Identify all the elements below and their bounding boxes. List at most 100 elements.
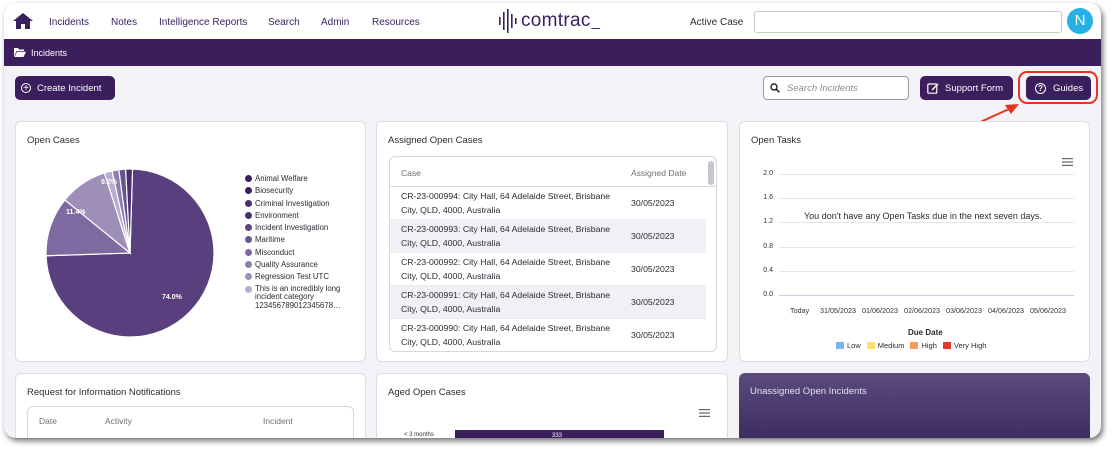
- legend-dot: [245, 187, 252, 195]
- aged-bar-value: 333: [552, 433, 563, 438]
- legend-swatch: [942, 342, 951, 349]
- gridline: [779, 247, 1074, 248]
- legend-label: Incident Investigation: [255, 223, 329, 233]
- slice-label-74: 74.0%: [162, 294, 182, 301]
- plus-circle-icon: +: [21, 83, 31, 94]
- legend-item-high[interactable]: High: [910, 341, 937, 350]
- legend-item[interactable]: Animal Welfare: [245, 174, 350, 186]
- edit-icon: [927, 83, 939, 94]
- table-row[interactable]: CR-23-000991: City Hall, 64 Adelaide Str…: [390, 286, 706, 319]
- legend-item[interactable]: Incident Investigation: [245, 223, 350, 235]
- legend-dot: [245, 248, 252, 256]
- nav-resources[interactable]: Resources: [372, 17, 420, 28]
- legend-label: Quality Assurance: [255, 260, 318, 270]
- support-form-button[interactable]: Support Form: [920, 76, 1013, 100]
- rfi-table-header: Date Activity Incident: [27, 406, 354, 438]
- nav-search[interactable]: Search: [268, 17, 300, 28]
- column-header-incident[interactable]: Incident: [263, 416, 293, 426]
- rfi-title: Request for Information Notifications: [27, 387, 181, 398]
- nav-admin[interactable]: Admin: [321, 17, 350, 28]
- search-incidents-input[interactable]: Search Incidents: [763, 76, 909, 100]
- breadcrumb-incidents[interactable]: Incidents: [31, 48, 68, 58]
- legend-item[interactable]: This is an incredibly long incident cate…: [245, 284, 350, 311]
- open-cases-pie-chart: [45, 168, 215, 338]
- active-case-input[interactable]: [754, 11, 1062, 33]
- slice-label-9: 9.2%: [101, 179, 117, 186]
- x-tick-label: Today: [790, 306, 810, 315]
- legend-label: Very High: [953, 341, 987, 350]
- nav-notes[interactable]: Notes: [111, 17, 138, 28]
- legend-label: Low: [847, 341, 861, 350]
- chart-menu-icon[interactable]: [699, 409, 710, 417]
- nav-intelligence-reports[interactable]: Intelligence Reports: [159, 17, 248, 28]
- x-tick-label: 01/06/2023: [862, 306, 898, 315]
- date-cell: 30/05/2023: [631, 231, 675, 241]
- date-cell: 30/05/2023: [631, 330, 675, 340]
- case-cell: CR-23-000991: City Hall, 64 Adelaide Str…: [401, 290, 611, 314]
- legend-label: Environment: [255, 210, 299, 220]
- legend-dot: [245, 175, 252, 182]
- nav-incidents[interactable]: Incidents: [49, 17, 90, 28]
- legend-label: Maritime: [255, 235, 285, 245]
- gridline: [779, 271, 1074, 272]
- column-header-assigned-date[interactable]: Assigned Date: [631, 168, 687, 178]
- table-row[interactable]: CR-23-000990: City Hall, 64 Adelaide Str…: [390, 319, 706, 351]
- open-cases-legend: Animal Welfare Biosecurity Criminal Inve…: [245, 174, 350, 311]
- legend-dot: [245, 261, 252, 269]
- table-header: Case Assigned Date: [390, 157, 716, 187]
- guides-label: Guides: [1053, 82, 1084, 94]
- guides-highlight-outline: [1018, 71, 1098, 104]
- no-tasks-message: You don't have any Open Tasks due in the…: [804, 211, 1042, 221]
- legend-item-very-high[interactable]: Very High: [942, 341, 987, 350]
- tasks-legend: Low Medium High Very High: [836, 341, 992, 350]
- legend-item[interactable]: Misconduct: [245, 248, 350, 260]
- assigned-cases-table: Case Assigned Date CR-23-000994: City Ha…: [389, 156, 717, 352]
- column-header-date[interactable]: Date: [39, 416, 57, 426]
- legend-item[interactable]: Criminal Investigation: [245, 199, 350, 211]
- table-row[interactable]: CR-23-000994: City Hall, 64 Adelaide Str…: [390, 187, 706, 220]
- legend-swatch: [910, 342, 919, 349]
- home-icon[interactable]: [13, 13, 33, 29]
- legend-item[interactable]: Biosecurity: [245, 186, 350, 198]
- legend-item[interactable]: Environment: [245, 211, 350, 223]
- aged-bar[interactable]: [455, 430, 664, 438]
- chart-menu-icon[interactable]: [1062, 158, 1073, 166]
- breadcrumb-bar: Incidents: [4, 39, 1101, 66]
- legend-label: Medium: [877, 341, 905, 350]
- logo-text: comtrac: [521, 10, 591, 31]
- folder-open-icon: [14, 48, 26, 57]
- y-tick-label: 1.6: [763, 194, 773, 201]
- table-row[interactable]: CR-23-000993: City Hall, 64 Adelaide Str…: [390, 220, 706, 253]
- guides-button[interactable]: ? Guides: [1026, 76, 1091, 100]
- column-header-case[interactable]: Case: [401, 168, 421, 178]
- pie-slice[interactable]: [125, 168, 134, 254]
- date-cell: 30/05/2023: [631, 264, 675, 274]
- table-scrollbar[interactable]: [708, 161, 714, 185]
- legend-dot: [245, 199, 252, 207]
- legend-item[interactable]: Maritime: [245, 235, 350, 247]
- legend-label: Biosecurity: [255, 186, 294, 196]
- y-tick-label: 2.0: [763, 170, 773, 177]
- open-tasks-title: Open Tasks: [751, 135, 801, 146]
- active-case-label: Active Case: [690, 17, 744, 28]
- user-avatar[interactable]: N: [1067, 8, 1093, 34]
- legend-label: Misconduct: [255, 247, 295, 257]
- legend-item-medium[interactable]: Medium: [866, 341, 905, 350]
- gridline: [779, 198, 1074, 199]
- legend-label: Animal Welfare: [255, 174, 308, 183]
- legend-label: Criminal Investigation: [255, 198, 330, 208]
- unassigned-title: Unassigned Open Incidents: [750, 386, 867, 397]
- x-tick-label: 04/06/2023: [988, 306, 1024, 315]
- create-incident-button[interactable]: + Create Incident: [15, 76, 115, 100]
- table-row[interactable]: CR-23-000992: City Hall, 64 Adelaide Str…: [390, 253, 706, 286]
- date-cell: 30/05/2023: [631, 198, 675, 208]
- top-navigation: Incidents Notes Intelligence Reports Sea…: [4, 3, 1101, 39]
- x-tick-label: 31/05/2023: [820, 306, 856, 315]
- y-tick-label: 0.8: [763, 243, 773, 250]
- aged-y-label: < 3 months: [404, 432, 434, 438]
- legend-item[interactable]: Quality Assurance: [245, 260, 350, 272]
- legend-item-low[interactable]: Low: [836, 341, 861, 350]
- column-header-activity[interactable]: Activity: [105, 416, 132, 426]
- legend-item[interactable]: Regression Test UTC: [245, 272, 350, 284]
- case-cell: CR-23-000992: City Hall, 64 Adelaide Str…: [401, 257, 611, 281]
